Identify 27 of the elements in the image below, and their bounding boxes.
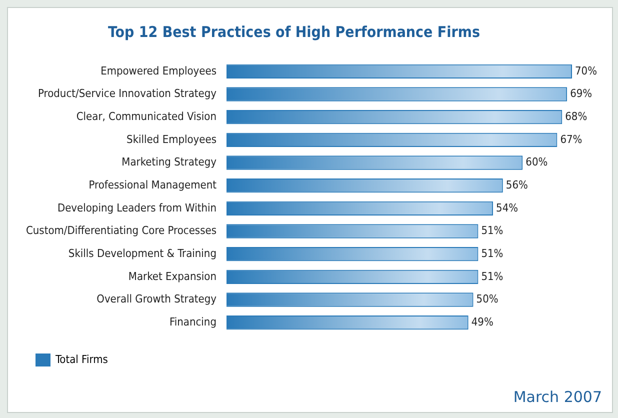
y-tick-label: Product/Service Innovation Strategy <box>38 87 217 100</box>
data-label: 50% <box>476 292 498 306</box>
y-tick-label: Skilled Employees <box>126 132 216 146</box>
data-label: 67% <box>560 132 582 146</box>
y-tick-label: Professional Management <box>88 178 217 192</box>
y-tick-label: Skills Development & Training <box>68 246 216 260</box>
data-label: 60% <box>526 156 548 169</box>
data-label: 51% <box>481 270 504 283</box>
data-label: 54% <box>496 201 518 214</box>
data-label: 68% <box>565 110 588 123</box>
data-label: 51% <box>481 246 504 260</box>
chart-title: Top 12 Best Practices of High Performance Firms <box>108 22 480 41</box>
y-tick-label: Custom/Differentiating Core Processes <box>26 224 216 238</box>
legend-label: Total Firms <box>54 352 108 366</box>
y-tick-label: Market Expansion <box>128 270 216 283</box>
y-tick-label: Clear, Communicated Vision <box>76 110 216 123</box>
data-label: 49% <box>471 315 494 328</box>
data-label: 70% <box>575 64 597 78</box>
y-tick-label: Empowered Employees <box>100 64 216 78</box>
y-tick-label: Overall Growth Strategy <box>96 292 217 306</box>
text: March 2007 <box>513 388 602 406</box>
data-label: 56% <box>506 178 528 192</box>
data-label: 69% <box>570 87 592 100</box>
y-tick-label: Developing Leaders from Within <box>57 201 216 214</box>
y-tick-label: Marketing Strategy <box>122 156 217 169</box>
y-tick-label: Financing <box>169 315 216 328</box>
data-label: 51% <box>481 224 504 238</box>
